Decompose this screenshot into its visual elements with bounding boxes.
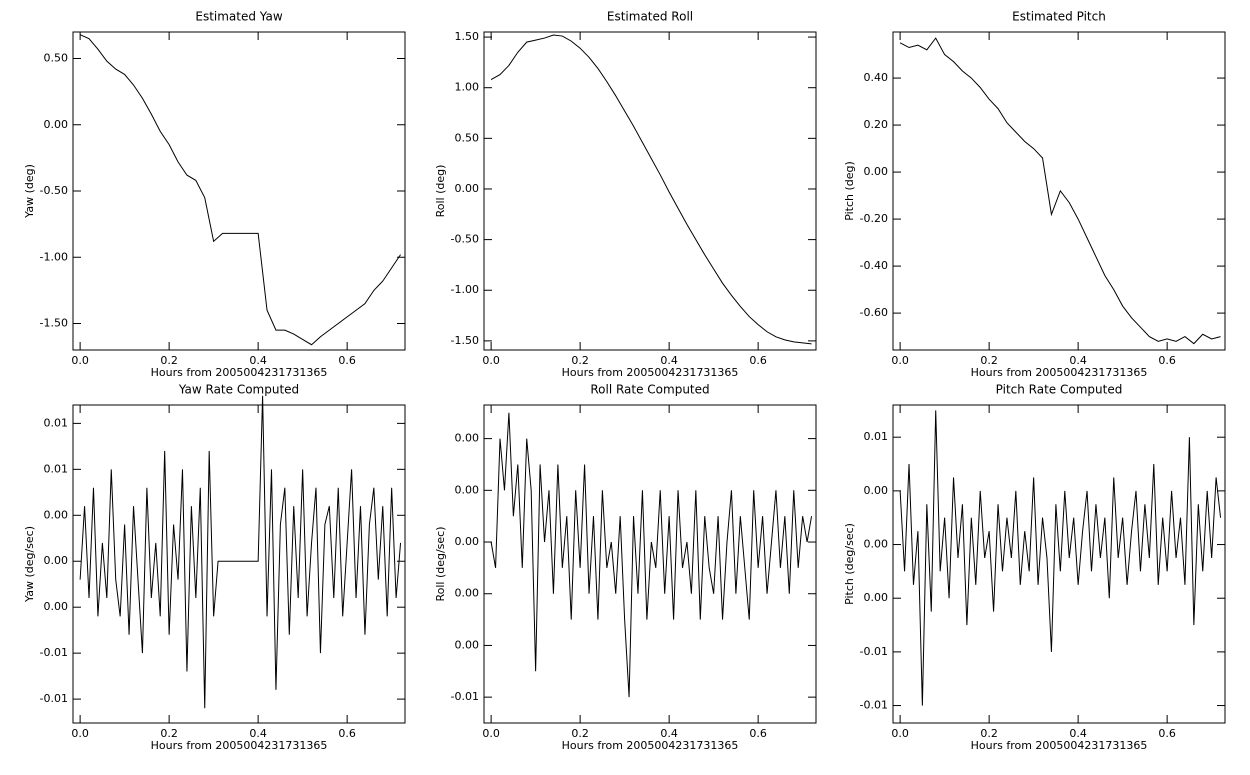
y-tick-label: -0.50 (40, 184, 68, 197)
x-tick-label: 0.4 (660, 354, 678, 367)
data-line (490, 34, 812, 345)
data-line (79, 395, 402, 709)
plot-frame (892, 404, 1226, 724)
y-tick-label: -0.60 (860, 306, 888, 319)
plot-frame (72, 404, 406, 724)
y-tick-label: 0.00 (44, 554, 69, 567)
x-tick-label: 0.2 (571, 727, 589, 740)
x-axis-title: Hours from 2005004231731365 (151, 739, 328, 752)
y-tick-label: 0.40 (864, 71, 889, 84)
x-axis-title: Hours from 2005004231731365 (971, 366, 1148, 379)
chart-title: Pitch Rate Computed (996, 383, 1123, 397)
y-axis-title: Pitch (deg) (843, 161, 856, 221)
y-tick-label: 0.01 (44, 462, 69, 475)
x-tick-label: 0.4 (1069, 354, 1087, 367)
x-axis-title: Hours from 2005004231731365 (562, 739, 739, 752)
x-tick-label: 0.0 (482, 354, 500, 367)
x-tick-label: 0.4 (249, 354, 267, 367)
x-tick-label: 0.2 (571, 354, 589, 367)
y-axis-title: Roll (deg) (434, 165, 447, 218)
x-tick-label: 0.2 (980, 727, 998, 740)
plot-frame (892, 31, 1226, 351)
plot-frame (72, 31, 406, 351)
data-line (899, 410, 1222, 706)
y-tick-label: 0.00 (455, 535, 480, 548)
y-tick-label: 0.00 (864, 538, 889, 551)
x-tick-label: 0.0 (71, 727, 89, 740)
y-tick-label: 0.00 (455, 638, 480, 651)
y-tick-label: -0.01 (40, 646, 68, 659)
x-tick-label: 0.6 (1158, 354, 1176, 367)
y-tick-label: 0.01 (44, 416, 69, 429)
chart-title: Estimated Yaw (195, 10, 282, 24)
y-tick-label: -0.20 (860, 212, 888, 225)
x-tick-label: 0.4 (660, 727, 678, 740)
x-tick-label: 0.6 (1158, 727, 1176, 740)
chart-title: Estimated Roll (607, 10, 693, 24)
x-axis-title: Hours from 2005004231731365 (151, 366, 328, 379)
y-tick-label: -0.01 (860, 699, 888, 712)
y-tick-label: 0.50 (44, 52, 69, 65)
y-tick-label: -1.00 (451, 283, 479, 296)
y-tick-label: 0.01 (864, 430, 889, 443)
chart-title: Roll Rate Computed (590, 383, 709, 397)
data-line (79, 34, 401, 346)
x-tick-label: 0.2 (980, 354, 998, 367)
x-tick-label: 0.6 (749, 354, 767, 367)
y-tick-label: 1.00 (455, 81, 480, 94)
x-axis-title: Hours from 2005004231731365 (562, 366, 739, 379)
chart-title: Estimated Pitch (1012, 10, 1106, 24)
x-tick-label: 0.4 (1069, 727, 1087, 740)
y-tick-label: -0.40 (860, 259, 888, 272)
y-tick-label: -0.01 (451, 690, 479, 703)
plot-frame (483, 31, 817, 351)
y-tick-label: 0.00 (44, 600, 69, 613)
x-tick-label: 0.0 (891, 727, 909, 740)
y-tick-label: 0.00 (864, 591, 889, 604)
y-tick-label: -1.50 (451, 334, 479, 347)
y-tick-label: 0.20 (864, 118, 889, 131)
chart-title: Yaw Rate Computed (178, 383, 299, 397)
y-tick-label: 0.00 (455, 182, 480, 195)
y-tick-label: 0.00 (864, 484, 889, 497)
x-tick-label: 0.0 (482, 727, 500, 740)
y-tick-label: 0.00 (44, 118, 69, 131)
data-line (490, 412, 813, 698)
y-tick-label: 0.00 (44, 508, 69, 521)
y-tick-label: 0.00 (455, 587, 480, 600)
x-tick-label: 0.0 (891, 354, 909, 367)
x-tick-label: 0.6 (749, 727, 767, 740)
y-tick-label: 0.50 (455, 131, 480, 144)
y-tick-label: 0.00 (864, 165, 889, 178)
y-tick-label: 1.50 (455, 30, 480, 43)
x-tick-label: 0.2 (160, 354, 178, 367)
y-tick-label: -1.00 (40, 250, 68, 263)
y-tick-label: -0.50 (451, 233, 479, 246)
y-tick-label: -0.01 (860, 645, 888, 658)
x-tick-label: 0.2 (160, 727, 178, 740)
y-tick-label: -0.01 (40, 692, 68, 705)
y-axis-title: Roll (deg/sec) (434, 526, 447, 601)
x-tick-label: 0.6 (338, 727, 356, 740)
y-tick-label: 0.00 (455, 483, 480, 496)
y-axis-title: Yaw (deg) (23, 164, 36, 219)
x-tick-label: 0.6 (338, 354, 356, 367)
x-tick-label: 0.4 (249, 727, 267, 740)
x-tick-label: 0.0 (71, 354, 89, 367)
y-axis-title: Pitch (deg/sec) (843, 523, 856, 605)
y-axis-title: Yaw (deg/sec) (23, 526, 36, 603)
x-axis-title: Hours from 2005004231731365 (971, 739, 1148, 752)
plot-frame (483, 404, 817, 724)
y-tick-label: -1.50 (40, 317, 68, 330)
y-tick-label: 0.00 (455, 432, 480, 445)
data-line (899, 37, 1221, 345)
